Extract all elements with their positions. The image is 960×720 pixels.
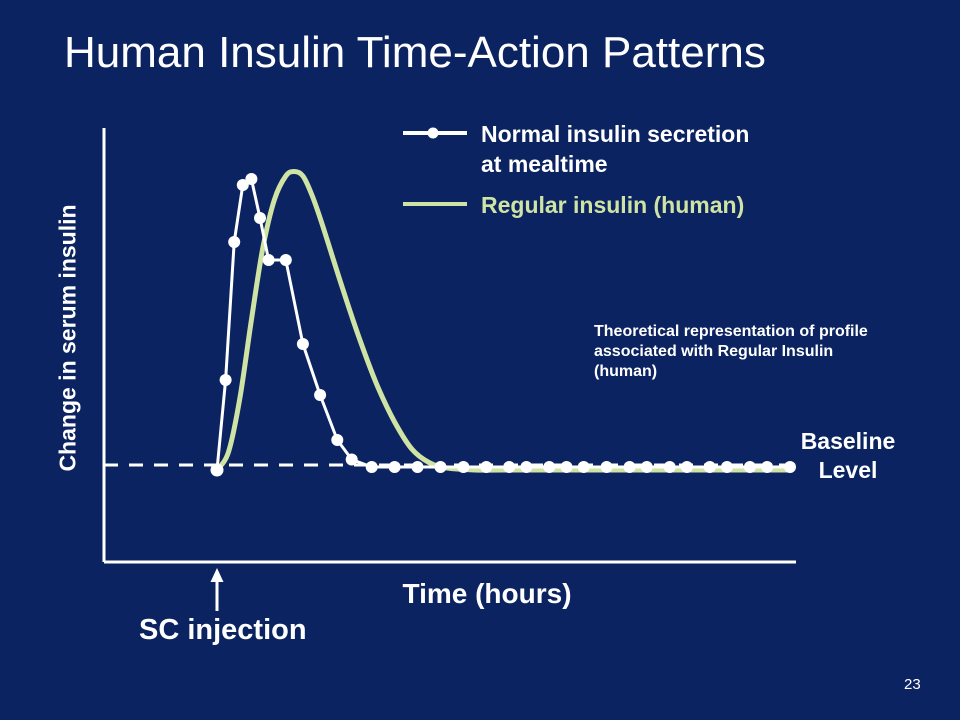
- data-point-normal-secretion: [703, 461, 716, 473]
- data-point-normal-secretion: [434, 461, 447, 473]
- data-point-normal-secretion: [640, 461, 653, 473]
- data-point-normal-secretion: [784, 461, 796, 473]
- data-point-normal-secretion: [577, 461, 590, 473]
- page-number: 23: [904, 676, 921, 693]
- legend-label-normal-secretion-line-2: at mealtime: [481, 151, 608, 177]
- data-point-normal-secretion: [219, 374, 232, 386]
- legend-label-normal-secretion: Normal insulin secretion at mealtime: [481, 119, 749, 179]
- data-point-normal-secretion: [743, 461, 756, 473]
- data-point-normal-secretion: [236, 179, 249, 191]
- data-point-normal-secretion: [560, 461, 573, 473]
- x-axis-label: Time (hours): [402, 578, 572, 609]
- data-point-normal-secretion: [663, 461, 676, 473]
- data-point-normal-secretion: [254, 212, 266, 224]
- data-point-normal-secretion: [345, 453, 358, 466]
- theoretical-profile-annotation: Theoretical representation of profile as…: [594, 323, 868, 380]
- data-point-normal-secretion: [480, 461, 493, 473]
- slide-title: Human Insulin Time-Action Patterns: [64, 28, 766, 77]
- data-point-normal-secretion: [543, 461, 556, 473]
- data-point-normal-secretion: [503, 461, 516, 473]
- data-point-normal-secretion: [210, 463, 224, 477]
- data-point-normal-secretion: [761, 461, 774, 473]
- legend-label-regular-insulin: Regular insulin (human): [481, 192, 745, 218]
- data-point-normal-secretion: [600, 461, 613, 473]
- data-point-normal-secretion: [520, 461, 533, 473]
- legend-label-normal-secretion-line-1: Normal insulin secretion: [481, 121, 750, 147]
- data-point-normal-secretion: [457, 461, 470, 473]
- baseline-label-line-1: Baseline: [800, 428, 896, 454]
- data-point-normal-secretion: [411, 461, 424, 473]
- data-point-normal-secretion: [279, 254, 292, 266]
- data-point-normal-secretion: [721, 461, 733, 473]
- sc-injection-label: SC injection: [139, 614, 307, 646]
- y-axis-label: Change in serum insulin: [54, 204, 81, 472]
- baseline-level-label: Baseline Level: [780, 427, 916, 485]
- data-point-normal-secretion: [245, 173, 258, 185]
- legend-sample-normal-secretion: [403, 127, 467, 139]
- baseline-label-line-2: Level: [818, 457, 878, 483]
- data-point-normal-secretion: [262, 254, 275, 266]
- data-point-normal-secretion: [388, 461, 401, 473]
- data-point-normal-secretion: [680, 461, 693, 473]
- data-point-normal-secretion: [623, 461, 636, 473]
- injection-arrow: [210, 568, 224, 611]
- data-point-normal-secretion: [228, 236, 241, 248]
- data-point-normal-secretion: [296, 338, 309, 350]
- data-point-normal-secretion: [365, 461, 378, 473]
- data-point-normal-secretion: [314, 389, 327, 401]
- data-point-normal-secretion: [331, 434, 344, 446]
